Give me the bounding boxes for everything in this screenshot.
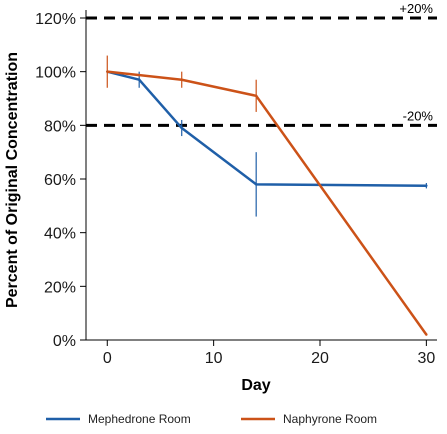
y-axis-title: Percent of Original Concentration bbox=[4, 52, 21, 308]
data-point bbox=[254, 94, 258, 98]
x-ticks: 0 10 20 30 bbox=[103, 340, 435, 367]
y-ticks: 0% 20% 40% 60% 80% 100% 120% bbox=[35, 11, 86, 350]
y-tick-label: 0% bbox=[53, 333, 76, 350]
reference-line-label: +20% bbox=[399, 1, 433, 16]
series bbox=[106, 55, 428, 336]
y-tick-label: 80% bbox=[44, 118, 76, 135]
x-tick-label: 10 bbox=[205, 350, 223, 367]
x-tick-label: 20 bbox=[311, 350, 329, 367]
data-point bbox=[425, 333, 428, 336]
data-point bbox=[180, 78, 183, 81]
y-tick-label: 40% bbox=[44, 226, 76, 243]
y-tick-label: 20% bbox=[44, 279, 76, 296]
data-point bbox=[425, 184, 428, 187]
data-point bbox=[106, 70, 109, 73]
series-group bbox=[106, 70, 428, 217]
y-tick-label: 60% bbox=[44, 172, 76, 189]
series-line bbox=[106, 70, 427, 187]
series-line bbox=[107, 70, 428, 336]
y-tick-label: 100% bbox=[35, 65, 76, 82]
data-point bbox=[180, 126, 183, 130]
data-point bbox=[137, 78, 141, 81]
axes bbox=[85, 10, 437, 341]
reference-lines: +20% -20% bbox=[86, 1, 437, 127]
data-point bbox=[254, 183, 258, 186]
y-tick-label: 120% bbox=[35, 11, 76, 28]
x-axis-title: Day bbox=[241, 377, 270, 394]
series-group bbox=[106, 55, 428, 336]
x-tick-label: 0 bbox=[103, 350, 112, 367]
reference-line-label: -20% bbox=[403, 108, 434, 123]
x-tick-label: 30 bbox=[417, 350, 435, 367]
legend: Mephedrone Room Naphyrone Room bbox=[46, 412, 377, 426]
legend-label: Naphyrone Room bbox=[283, 412, 377, 426]
legend-label: Mephedrone Room bbox=[88, 412, 191, 426]
